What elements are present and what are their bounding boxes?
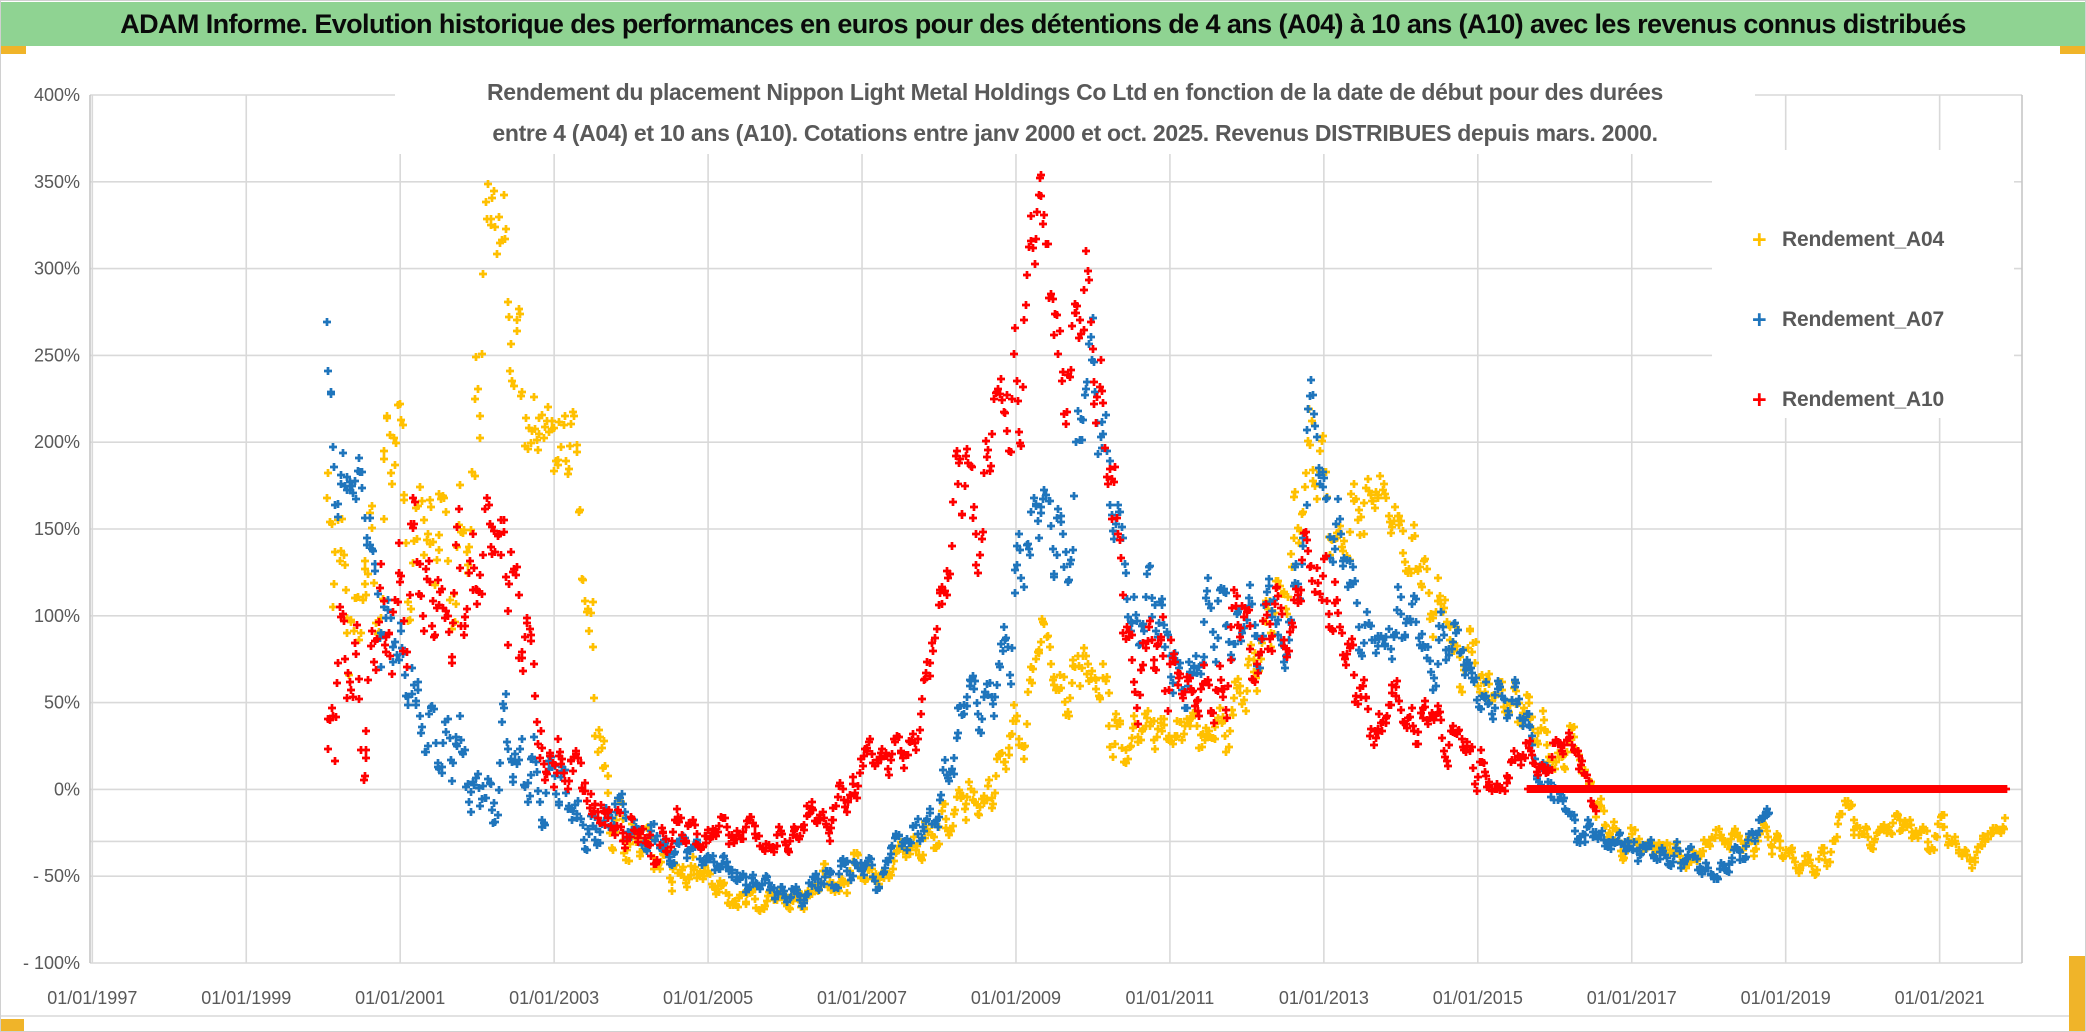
svg-text:350%: 350%	[34, 172, 80, 192]
gold-accent-top-left	[0, 46, 26, 54]
series-rendement_a07-points	[323, 314, 1773, 910]
gold-accent-bottom-left	[0, 1019, 24, 1032]
title-banner: ADAM Informe. Evolution historique des p…	[0, 2, 2086, 46]
svg-text:- 100%: - 100%	[23, 953, 80, 973]
svg-text:01/01/2005: 01/01/2005	[663, 988, 753, 1008]
svg-text:01/01/2013: 01/01/2013	[1279, 988, 1369, 1008]
gold-accent-top-right	[2060, 46, 2086, 54]
svg-text:- 50%: - 50%	[33, 866, 80, 886]
legend-label: Rendement_A04	[1782, 228, 1944, 251]
svg-text:100%: 100%	[34, 606, 80, 626]
legend-label: Rendement_A10	[1782, 388, 1944, 411]
svg-text:01/01/2017: 01/01/2017	[1587, 988, 1677, 1008]
svg-text:150%: 150%	[34, 519, 80, 539]
legend-marker-icon: +	[1752, 305, 1767, 334]
svg-text:01/01/2015: 01/01/2015	[1433, 988, 1523, 1008]
legend-item-rendement_a04[interactable]: + Rendement_A04	[1712, 200, 2014, 280]
x-axis-labels: 01/01/1997 01/01/1999 01/01/2001 01/01/2003…	[47, 988, 1984, 1008]
svg-text:01/01/1999: 01/01/1999	[201, 988, 291, 1008]
svg-text:01/01/2019: 01/01/2019	[1741, 988, 1831, 1008]
svg-text:01/01/2021: 01/01/2021	[1895, 988, 1985, 1008]
svg-text:01/01/2011: 01/01/2011	[1126, 988, 1215, 1008]
legend-label: Rendement_A07	[1782, 308, 1944, 331]
svg-text:300%: 300%	[34, 259, 80, 279]
gold-accent-bottom-right	[2069, 956, 2086, 1032]
svg-text:01/01/2009: 01/01/2009	[971, 988, 1061, 1008]
svg-text:01/01/2003: 01/01/2003	[509, 988, 599, 1008]
chart-title-line2: entre 4 (A04) et 10 ans (A10). Cotations…	[492, 120, 1658, 146]
svg-text:0%: 0%	[54, 779, 80, 799]
svg-text:250%: 250%	[34, 345, 80, 365]
legend-item-rendement_a10[interactable]: + Rendement_A10	[1712, 360, 2014, 440]
y-axis-labels: 400% 350% 300% 250% 200% 150% 100% 50% 0% - 50% - …	[23, 85, 80, 973]
svg-text:01/01/2001: 01/01/2001	[355, 988, 445, 1008]
chart-title: Rendement du placement Nippon Light Meta…	[395, 72, 1755, 154]
svg-text:400%: 400%	[34, 85, 80, 105]
banner-title: ADAM Informe. Evolution historique des p…	[120, 8, 1966, 39]
legend-marker-icon: +	[1752, 385, 1767, 414]
svg-text:01/01/1997: 01/01/1997	[47, 988, 137, 1008]
chart-title-line1: Rendement du placement Nippon Light Meta…	[486, 79, 1664, 105]
svg-text:01/01/2007: 01/01/2007	[817, 988, 907, 1008]
svg-text:200%: 200%	[34, 432, 80, 452]
legend-item-rendement_a07[interactable]: + Rendement_A07	[1712, 280, 2014, 360]
legend-marker-icon: +	[1752, 225, 1767, 254]
series-rendement_a10-points	[324, 171, 2010, 868]
legend: + Rendement_A04 + Rendement_A07 + Rendement_A…	[1712, 150, 2014, 418]
svg-text:50%: 50%	[44, 693, 80, 713]
